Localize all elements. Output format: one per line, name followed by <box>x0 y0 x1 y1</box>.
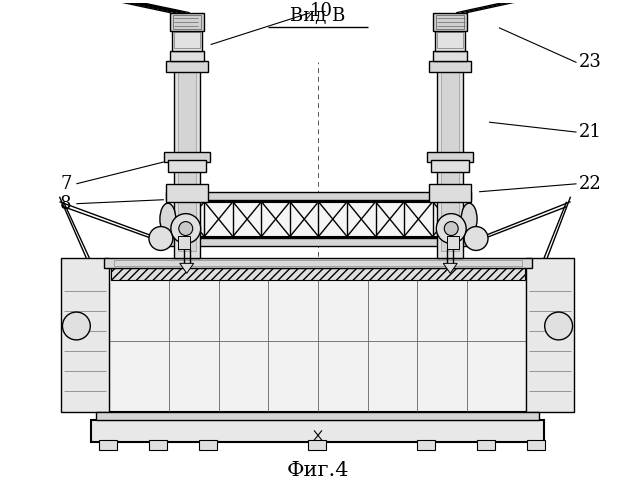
Bar <box>174 32 199 48</box>
Bar <box>176 202 461 236</box>
Bar <box>168 160 206 172</box>
Bar <box>172 30 202 50</box>
Circle shape <box>62 312 90 340</box>
Bar <box>178 62 196 252</box>
Bar <box>178 236 190 250</box>
Bar <box>99 440 117 450</box>
Bar <box>527 440 545 450</box>
Text: 23: 23 <box>578 54 601 72</box>
Circle shape <box>444 222 458 235</box>
Bar <box>166 60 208 72</box>
Text: 21: 21 <box>578 123 601 141</box>
Ellipse shape <box>461 203 477 235</box>
Bar <box>526 258 573 412</box>
Bar <box>438 60 463 258</box>
Bar <box>149 440 167 450</box>
Circle shape <box>149 226 173 250</box>
Circle shape <box>545 312 573 340</box>
Ellipse shape <box>160 203 176 235</box>
Text: 10: 10 <box>310 2 333 20</box>
Text: 8: 8 <box>60 194 71 212</box>
Text: Вид В: Вид В <box>290 6 345 25</box>
Circle shape <box>171 214 201 244</box>
Bar <box>114 260 522 266</box>
Bar <box>438 32 463 48</box>
Circle shape <box>179 222 192 235</box>
Bar <box>174 60 199 258</box>
Bar <box>91 420 544 442</box>
Bar <box>170 50 204 60</box>
Bar <box>97 412 538 420</box>
Bar <box>429 60 471 72</box>
Text: Фиг.4: Фиг.4 <box>287 461 349 480</box>
Bar <box>111 268 525 280</box>
Bar <box>164 152 210 162</box>
Bar <box>417 440 436 450</box>
Bar <box>477 440 495 450</box>
Bar <box>436 15 464 28</box>
Text: 22: 22 <box>578 175 601 193</box>
Bar <box>436 30 465 50</box>
Bar <box>166 238 471 246</box>
Circle shape <box>464 226 488 250</box>
Bar <box>441 62 459 252</box>
Bar <box>62 258 109 412</box>
Bar <box>433 50 467 60</box>
Bar <box>173 15 201 28</box>
Bar <box>427 152 473 162</box>
Bar <box>431 160 469 172</box>
Bar <box>166 184 208 202</box>
Bar <box>170 13 204 30</box>
Circle shape <box>436 214 466 244</box>
Bar <box>104 258 531 268</box>
Bar <box>433 13 467 30</box>
Bar <box>308 440 326 450</box>
Bar <box>199 440 217 450</box>
Bar <box>166 192 471 200</box>
Bar <box>429 184 471 202</box>
Polygon shape <box>443 264 457 274</box>
Bar <box>447 236 459 250</box>
Text: 7: 7 <box>60 175 71 193</box>
Bar <box>109 268 527 412</box>
Polygon shape <box>180 264 194 274</box>
